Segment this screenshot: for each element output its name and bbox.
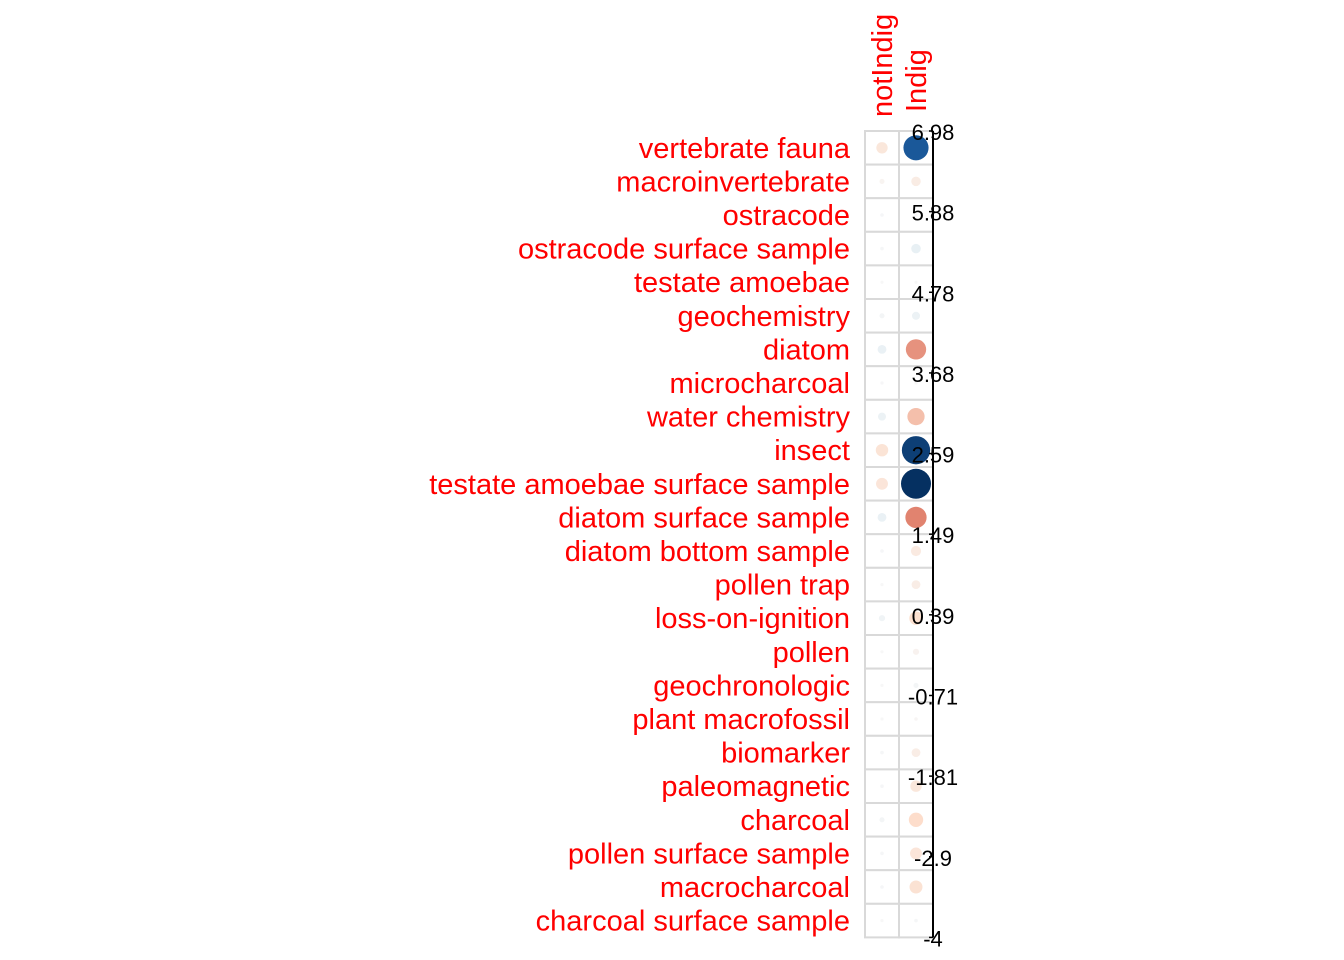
- correlation-circle: [914, 213, 918, 217]
- row-label: macroinvertebrate: [616, 166, 850, 198]
- correlation-circle: [914, 381, 918, 385]
- correlation-circle: [907, 407, 925, 426]
- row-label: testate amoebae surface sample: [429, 469, 850, 501]
- row-labels: vertebrate faunamacroinvertebrateostraco…: [429, 133, 851, 938]
- row-label: charcoal surface sample: [536, 906, 850, 938]
- correlation-circle: [911, 748, 921, 757]
- row-label: geochemistry: [678, 301, 851, 333]
- row-label: biomarker: [721, 738, 850, 770]
- row-label: geochronologic: [653, 670, 850, 702]
- correlation-circle: [875, 443, 889, 457]
- correlation-circle: [903, 135, 929, 161]
- legend-tick-label: 2.59: [912, 443, 955, 468]
- correlation-circle: [879, 817, 885, 823]
- column-label: notIndig: [867, 14, 899, 117]
- correlation-circle: [877, 412, 887, 421]
- legend-tick-label: 5.88: [912, 201, 955, 226]
- legend-tick-label: 6.98: [912, 120, 955, 145]
- correlation-circle: [909, 611, 923, 625]
- color-legend: 6.98 5.88 4.78 3.68 2.59 1.49 0.39 -0.71 -1.81 -2…: [908, 120, 958, 951]
- correlation-circle: [880, 650, 884, 654]
- column-labels: notIndig Indig: [867, 14, 933, 117]
- correlation-circle: [910, 545, 922, 557]
- correlation-circle: [880, 213, 884, 217]
- correlation-circle: [880, 885, 884, 889]
- legend-tick-label: 0.39: [912, 604, 955, 629]
- correlation-circle: [912, 648, 920, 655]
- correlation-circle: [905, 339, 927, 360]
- correlation-circle: [880, 246, 884, 251]
- correlation-circle: [910, 780, 922, 792]
- legend-tick-label: -2.9: [914, 846, 952, 871]
- correlation-circle: [877, 345, 887, 354]
- correlation-circle: [914, 280, 918, 284]
- row-label: microcharcoal: [670, 368, 851, 400]
- correlation-circle: [880, 851, 884, 856]
- correlation-circle: [914, 717, 918, 721]
- correlation-circle: [880, 583, 884, 587]
- row-label: water chemistry: [646, 402, 851, 434]
- correlation-circle: [876, 477, 888, 490]
- grid-cell: [898, 264, 934, 300]
- row-label: diatom bottom sample: [565, 536, 850, 568]
- correlation-circle: [913, 682, 919, 688]
- correlation-circle: [880, 280, 884, 284]
- correlation-circle: [880, 683, 884, 688]
- row-label: insect: [774, 435, 850, 467]
- correlation-circle: [880, 750, 884, 755]
- row-label: pollen trap: [715, 570, 850, 602]
- correlation-circle: [880, 717, 884, 721]
- row-label: vertebrate fauna: [639, 133, 851, 165]
- correlation-circle: [879, 313, 885, 319]
- row-label: charcoal: [740, 805, 850, 837]
- correlation-circle: [914, 918, 918, 923]
- row-label: plant macrofossil: [632, 704, 850, 736]
- legend-tick-label: 4.78: [912, 281, 955, 306]
- legend-tick-label: -1.81: [908, 765, 958, 790]
- correlation-circle: [909, 880, 923, 894]
- correlation-circle: [910, 847, 922, 860]
- correlation-circle: [905, 506, 927, 529]
- correlation-circle: [878, 615, 886, 622]
- correlation-circle: [901, 436, 931, 465]
- row-label: paleomagnetic: [661, 771, 850, 803]
- correlation-circle: [911, 580, 921, 589]
- correlation-circle: [880, 549, 884, 553]
- correlation-circle: [911, 243, 921, 254]
- column-label: Indig: [901, 49, 933, 112]
- row-label: ostracode surface sample: [518, 234, 850, 266]
- correlation-circle: [908, 812, 924, 827]
- correlation-circle: [911, 311, 921, 320]
- correlation-circle: [880, 784, 884, 788]
- row-label: testate amoebae: [634, 267, 850, 299]
- row-label: macrocharcoal: [660, 872, 850, 904]
- correlation-circle: [911, 176, 921, 187]
- row-label: ostracode: [723, 200, 850, 232]
- correlation-circle: [879, 178, 885, 184]
- circles: [875, 135, 931, 923]
- correlation-circle: [901, 468, 931, 499]
- correlation-circle: [877, 513, 887, 522]
- correlation-circle: [880, 919, 884, 923]
- legend-tick-label: -4: [923, 926, 943, 951]
- correlation-circle: [876, 142, 888, 154]
- row-label: pollen: [773, 637, 850, 669]
- legend-tick-label: 3.68: [912, 362, 955, 387]
- legend-tick-label: -0.71: [908, 684, 958, 709]
- correlation-circle: [880, 381, 884, 385]
- row-label: diatom surface sample: [558, 502, 850, 534]
- row-label: diatom: [763, 334, 850, 366]
- row-label: pollen surface sample: [568, 838, 850, 870]
- legend-tick-label: 1.49: [912, 523, 955, 548]
- row-label: loss-on-ignition: [655, 603, 850, 635]
- grid-cell: [898, 230, 934, 267]
